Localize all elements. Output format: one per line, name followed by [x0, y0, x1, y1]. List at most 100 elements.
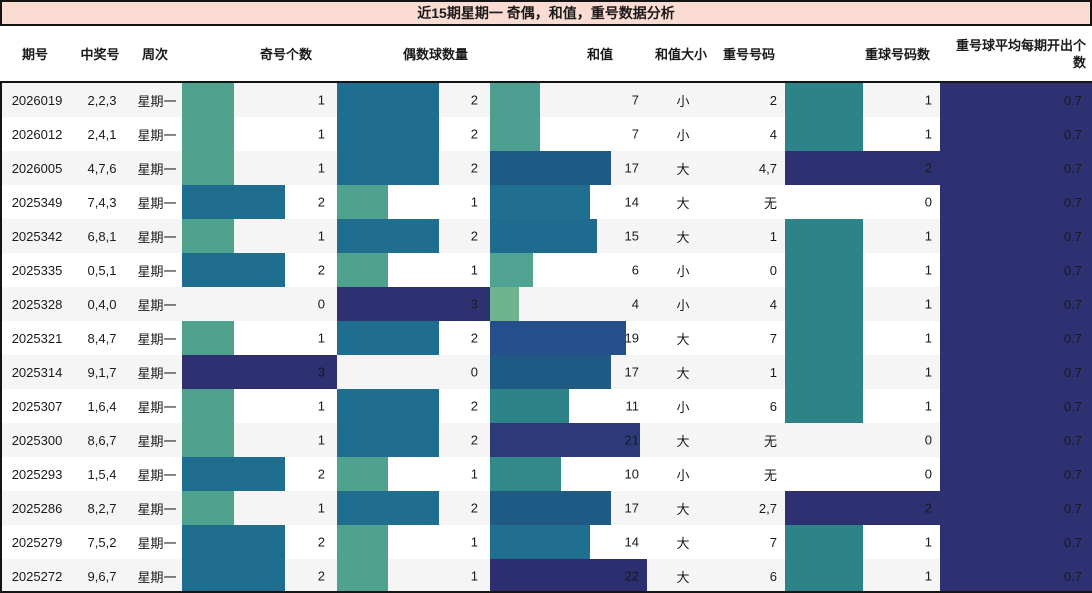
weekday-cell: 星期一	[137, 93, 177, 109]
even-count-cell-bar	[337, 253, 388, 287]
odd-count-cell-value: 2	[317, 262, 325, 278]
odd-count-cell: 1	[182, 83, 337, 117]
repeat-avg-cell: 0.7	[940, 423, 1092, 457]
repeat-count-cell-value: 2	[924, 500, 932, 516]
sum-size-cell: 大	[676, 195, 690, 211]
repeat-avg-cell: 0.7	[940, 83, 1092, 117]
even-count-cell-value: 1	[470, 534, 478, 550]
header-sum: 和值	[586, 47, 613, 62]
period-cell: 2025342	[11, 228, 63, 244]
repeat-avg-cell: 0.7	[940, 389, 1092, 423]
repeat-avg-cell: 0.7	[940, 185, 1092, 219]
sum-cell: 10	[490, 457, 647, 491]
winning-numbers-cell: 7,4,3	[87, 194, 117, 210]
odd-count-cell-value: 3	[317, 364, 325, 380]
sum-cell-bar	[490, 491, 612, 525]
period-cell: 2025349	[11, 194, 63, 210]
weekday-cell: 星期一	[137, 501, 177, 517]
winning-numbers-cell: 4,7,6	[87, 160, 117, 176]
even-count-cell: 3	[337, 287, 490, 321]
header-winning-nums: 中奖号	[80, 47, 120, 62]
header-repeat-nums: 重号号码	[722, 47, 775, 62]
winning-numbers-cell: 0,5,1	[87, 262, 117, 278]
odd-count-cell-value: 2	[317, 466, 325, 482]
header-repeat-avg: 重号球平均每期开出个数	[955, 37, 1086, 70]
odd-count-cell: 1	[182, 151, 337, 185]
repeat-count-cell: 1	[785, 83, 940, 117]
sum-cell-bar	[490, 389, 569, 423]
weekday-cell: 星期一	[137, 535, 177, 551]
table-row: 2026012 2,4,1 星期一 1 2 7 小 4 1 0.7	[2, 117, 1092, 151]
winning-numbers-cell: 8,2,7	[87, 500, 117, 516]
repeat-numbers-cell: 4	[769, 126, 777, 142]
repeat-count-cell: 2	[785, 491, 940, 525]
sum-cell-value: 7	[631, 92, 639, 108]
sum-cell-value: 17	[624, 364, 639, 380]
even-count-cell-bar	[337, 559, 388, 591]
odd-count-cell-bar	[182, 525, 286, 559]
repeat-count-cell-bar	[785, 83, 863, 117]
repeat-avg-cell: 0.7	[940, 253, 1092, 287]
repeat-count-cell-bar	[785, 117, 863, 151]
weekday-cell: 星期一	[137, 433, 177, 449]
weekday-cell: 星期一	[137, 195, 177, 211]
repeat-count-cell-bar	[785, 151, 940, 185]
repeat-count-cell: 1	[785, 219, 940, 253]
sum-size-cell: 大	[676, 229, 690, 245]
sum-size-cell: 小	[676, 93, 690, 109]
odd-count-cell: 1	[182, 117, 337, 151]
winning-numbers-cell: 2,2,3	[87, 92, 117, 108]
even-count-cell-value: 1	[470, 262, 478, 278]
repeat-numbers-cell: 无	[763, 433, 777, 449]
sum-size-cell: 大	[676, 161, 690, 177]
repeat-avg-cell: 0.7	[940, 219, 1092, 253]
sum-cell-bar	[490, 287, 519, 321]
sum-cell: 4	[490, 287, 647, 321]
repeat-count-cell-value: 1	[924, 262, 932, 278]
repeat-count-cell-value: 1	[924, 534, 932, 550]
repeat-count-cell-bar	[785, 287, 863, 321]
sum-cell-bar	[490, 321, 626, 355]
odd-count-cell-bar	[182, 423, 234, 457]
repeat-avg-cell: 0.7	[940, 151, 1092, 185]
repeat-count-cell-bar	[785, 355, 863, 389]
header-period: 期号	[21, 47, 48, 62]
odd-count-cell: 3	[182, 355, 337, 389]
winning-numbers-cell: 2,4,1	[87, 126, 117, 142]
even-count-cell: 2	[337, 389, 490, 423]
weekday-cell: 星期一	[137, 229, 177, 245]
table-header-row: 期号 中奖号 周次 奇号个数 偶数球数量 和值 和值大小 重号号码 重球号码数 …	[0, 26, 1092, 81]
repeat-count-cell-value: 1	[924, 296, 932, 312]
odd-count-cell: 1	[182, 321, 337, 355]
repeat-numbers-cell: 无	[763, 467, 777, 483]
repeat-count-cell-value: 0	[924, 432, 932, 448]
repeat-numbers-cell: 0	[769, 262, 777, 278]
odd-count-cell-bar	[182, 253, 286, 287]
odd-count-cell: 2	[182, 525, 337, 559]
odd-count-cell-value: 2	[317, 568, 325, 584]
odd-count-cell-value: 2	[317, 194, 325, 210]
repeat-count-cell-bar	[785, 389, 863, 423]
weekday-cell: 星期一	[137, 161, 177, 177]
even-count-cell-value: 1	[470, 194, 478, 210]
repeat-count-cell: 1	[785, 525, 940, 559]
table-row: 2025279 7,5,2 星期一 2 1 14 大 7 1 0.7	[2, 525, 1092, 559]
repeat-count-cell-value: 0	[924, 466, 932, 482]
period-cell: 2025314	[11, 364, 63, 380]
odd-count-cell-value: 1	[317, 500, 325, 516]
repeat-numbers-cell: 6	[769, 398, 777, 414]
repeat-avg-cell: 0.7	[940, 117, 1092, 151]
table-body: 2026019 2,2,3 星期一 1 2 7 小 2 1 0.7 2026012 2,4,1 星期一 1…	[0, 83, 1092, 593]
even-count-cell: 1	[337, 525, 490, 559]
period-cell: 2025279	[11, 534, 63, 550]
repeat-count-cell: 1	[785, 117, 940, 151]
table-row: 2026005 4,7,6 星期一 1 2 17 大 4,7 2 0.7	[2, 151, 1092, 185]
repeat-count-cell: 2	[785, 151, 940, 185]
sum-cell: 7	[490, 117, 647, 151]
sum-cell: 17	[490, 355, 647, 389]
table-row: 2025335 0,5,1 星期一 2 1 6 小 0 1 0.7	[2, 253, 1092, 287]
even-count-cell-value: 2	[470, 228, 478, 244]
odd-count-cell: 0	[182, 287, 337, 321]
sum-cell-value: 22	[624, 568, 639, 584]
